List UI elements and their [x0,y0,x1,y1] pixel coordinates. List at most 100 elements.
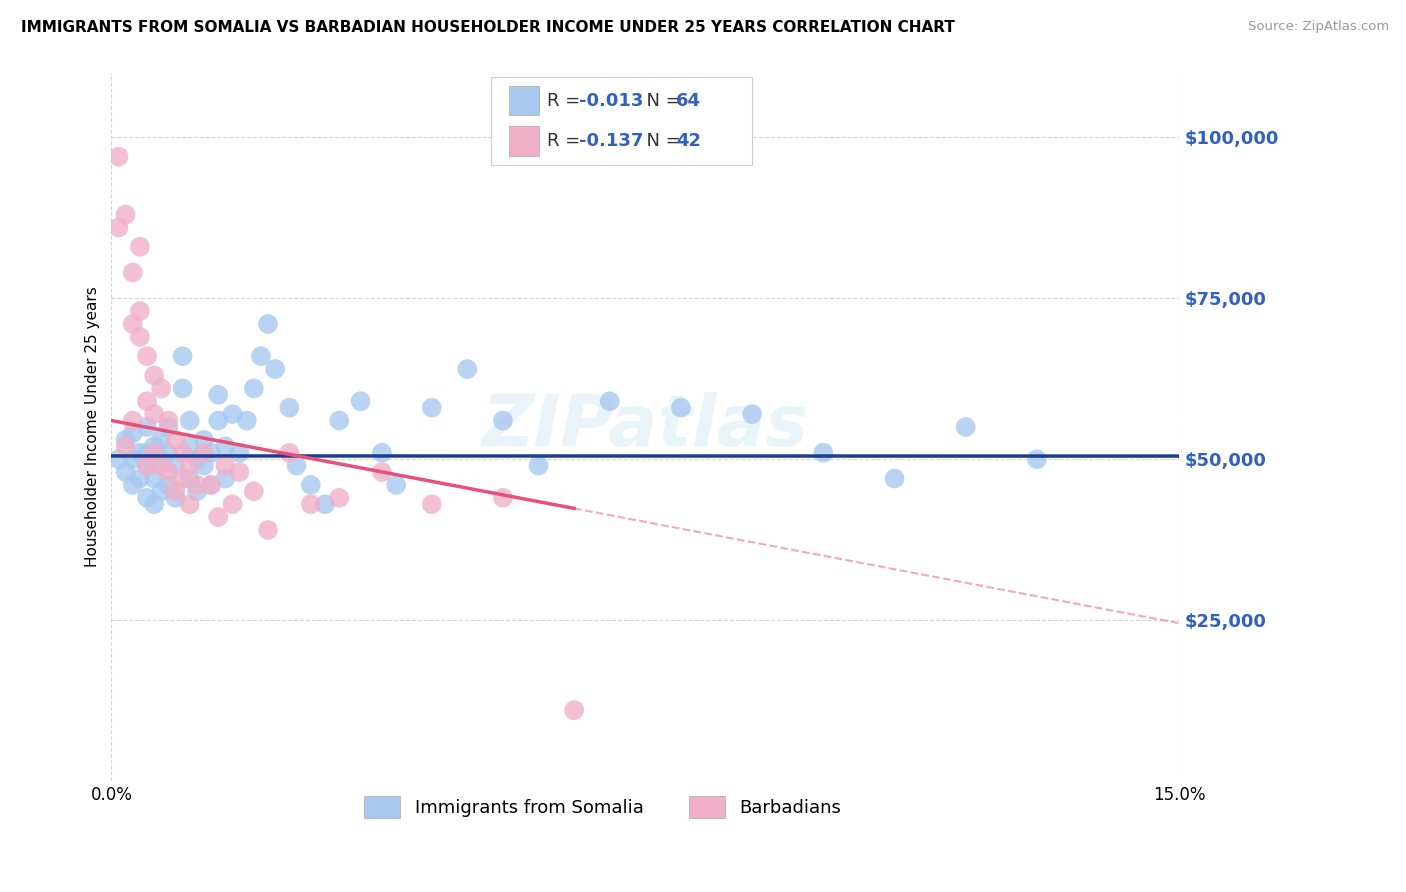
Point [121,426,143,441]
Point [150,458,173,473]
Point [250,349,273,363]
Point [1025,452,1047,467]
Point [456,362,478,376]
Point [955,420,977,434]
Point [128,446,150,460]
Text: N =: N = [634,132,686,150]
Point [264,362,287,376]
Point [128,304,150,318]
Point [136,458,159,473]
Point [179,413,201,427]
Point [221,407,243,421]
Point [371,465,394,479]
Text: Source: ZipAtlas.com: Source: ZipAtlas.com [1249,20,1389,33]
Point [207,510,229,524]
Point [813,446,835,460]
Point [143,439,166,453]
Point [136,349,159,363]
Text: N =: N = [634,92,686,110]
Point [121,317,143,331]
Point [165,433,187,447]
Point [143,497,166,511]
Point [150,381,173,395]
Point [527,458,550,473]
Point [228,446,250,460]
Text: ZIPatlas: ZIPatlas [482,392,808,461]
Point [193,446,215,460]
Point [207,388,229,402]
Point [136,491,159,505]
Text: 42: 42 [676,132,702,150]
Point [114,465,136,479]
Text: -0.137: -0.137 [579,132,644,150]
Point [371,446,394,460]
Point [278,446,301,460]
Point [107,220,129,235]
Point [278,401,301,415]
Point [172,471,194,485]
Point [492,413,515,427]
Point [314,497,336,511]
Point [165,458,187,473]
Point [143,407,166,421]
Point [349,394,371,409]
Point [200,478,222,492]
Point [114,208,136,222]
Point [193,458,215,473]
Y-axis label: Householder Income Under 25 years: Householder Income Under 25 years [86,286,100,567]
Point [150,452,173,467]
Point [200,478,222,492]
Point [492,491,515,505]
FancyBboxPatch shape [509,86,538,115]
Point [107,150,129,164]
Point [136,394,159,409]
Point [257,317,280,331]
Point [128,240,150,254]
Point [207,413,229,427]
Point [121,413,143,427]
FancyBboxPatch shape [491,77,752,165]
FancyBboxPatch shape [509,126,538,156]
Point [599,394,621,409]
Point [883,471,905,485]
Point [385,478,408,492]
Point [121,452,143,467]
Point [235,413,257,427]
Point [143,471,166,485]
Text: R =: R = [547,92,586,110]
Point [214,458,236,473]
Point [193,433,215,447]
Point [186,484,208,499]
Point [214,439,236,453]
Point [179,471,201,485]
Point [228,465,250,479]
Point [150,484,173,499]
Point [328,413,350,427]
Text: 64: 64 [676,92,702,110]
Point [107,452,129,467]
Point [143,368,166,383]
Point [128,471,150,485]
Point [143,446,166,460]
Point [136,420,159,434]
Point [243,381,266,395]
Point [157,420,180,434]
Point [121,478,143,492]
Point [299,478,322,492]
Point [128,330,150,344]
Point [150,433,173,447]
Point [157,465,180,479]
Point [165,491,187,505]
Point [136,458,159,473]
Point [114,439,136,453]
Point [157,413,180,427]
Point [221,497,243,511]
Text: IMMIGRANTS FROM SOMALIA VS BARBADIAN HOUSEHOLDER INCOME UNDER 25 YEARS CORRELATI: IMMIGRANTS FROM SOMALIA VS BARBADIAN HOU… [21,20,955,35]
Point [741,407,763,421]
Point [285,458,308,473]
Point [179,439,201,453]
Point [257,523,280,537]
Point [328,491,350,505]
Point [200,446,222,460]
Point [179,497,201,511]
